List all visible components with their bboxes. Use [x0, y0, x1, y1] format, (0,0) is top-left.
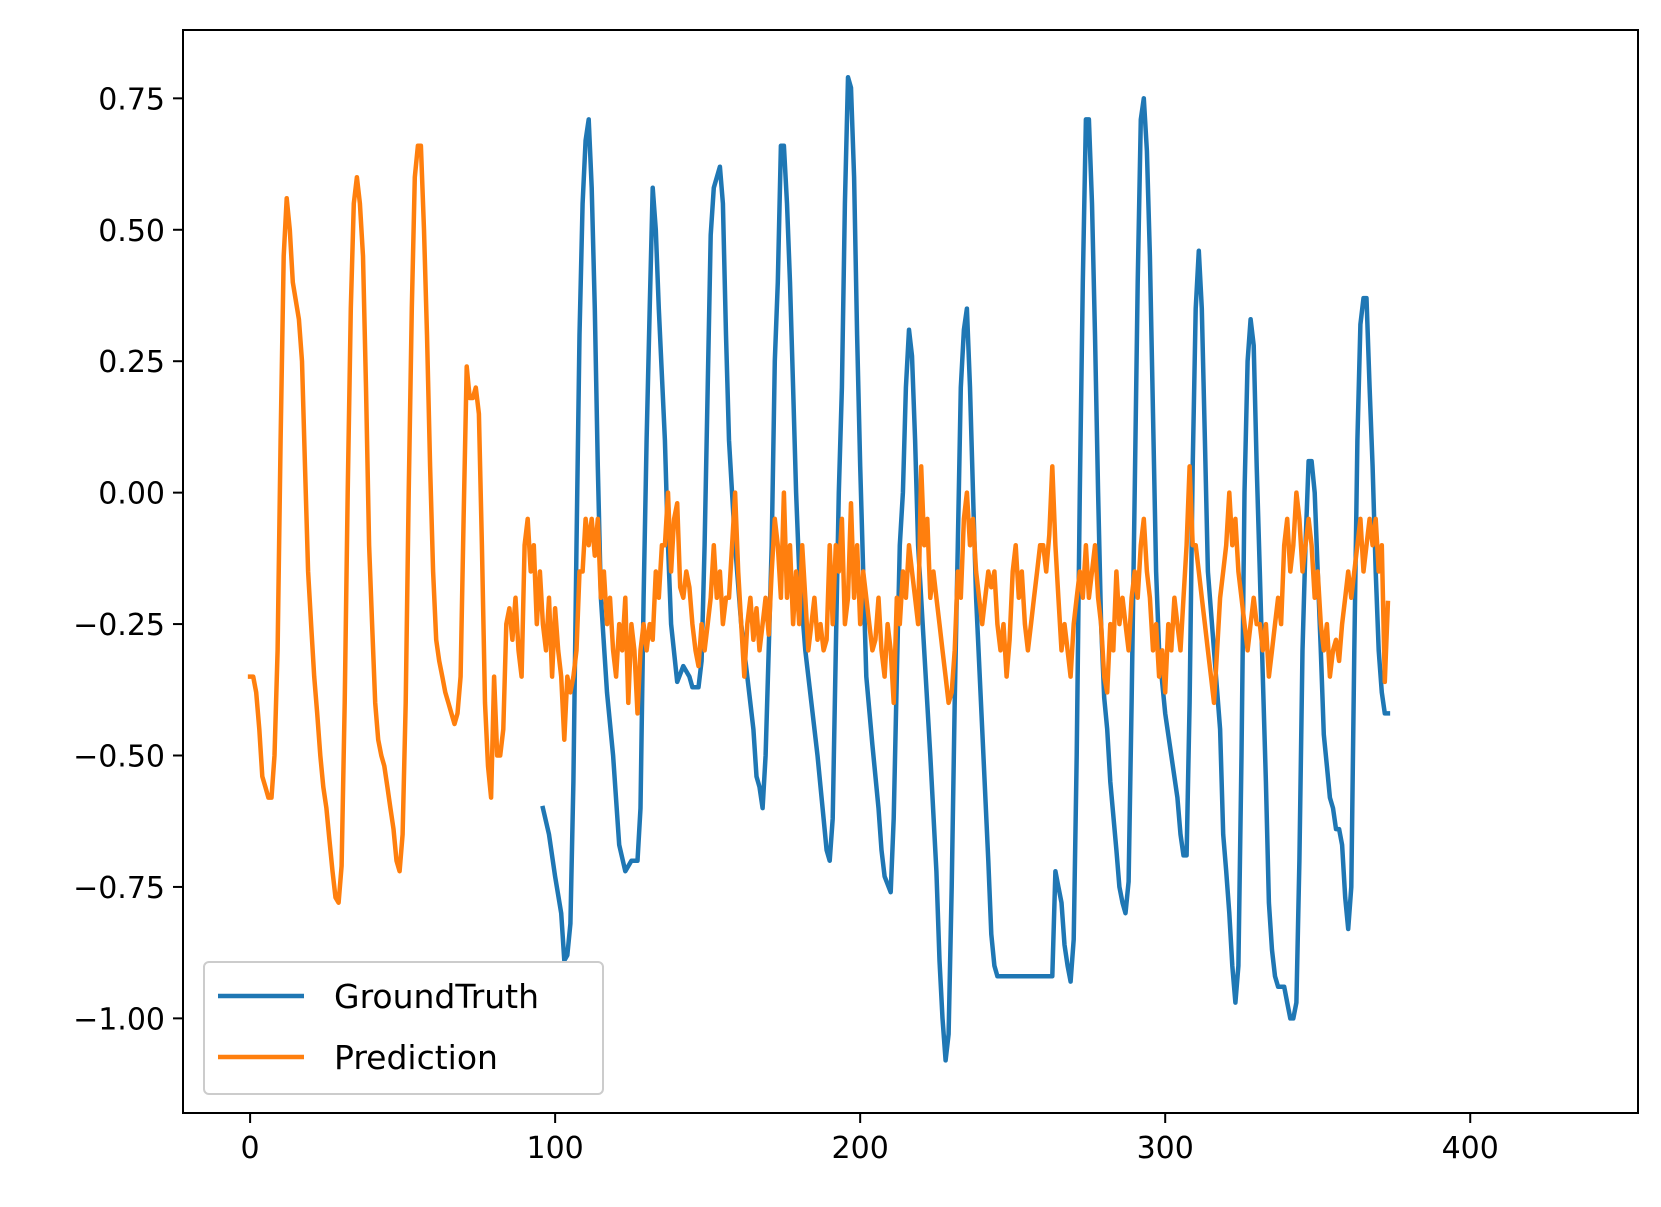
x-axis: 0 100 200 300 400 — [241, 1113, 1499, 1166]
y-tick-label: −1.00 — [73, 1002, 165, 1037]
x-tick-label: 400 — [1442, 1131, 1499, 1166]
x-tick-label: 100 — [527, 1131, 584, 1166]
y-tick-label: −0.50 — [73, 740, 165, 775]
x-tick-label: 0 — [241, 1131, 260, 1166]
axes-frame — [182, 29, 1639, 1114]
series-layer — [247, 75, 1391, 1063]
plot-area — [247, 75, 1391, 1063]
y-tick-label: 0.50 — [98, 214, 165, 249]
legend: GroundTruth Prediction — [203, 961, 604, 1095]
x-tick-label: 200 — [832, 1131, 889, 1166]
y-axis: 0.75 0.50 0.25 0.00 −0.25 −0.50 −0.75 −1.00 — [73, 82, 183, 1037]
legend-label-groundtruth: GroundTruth — [334, 977, 539, 1016]
y-tick-label: 0.75 — [98, 82, 165, 117]
y-tick-label: −0.75 — [73, 871, 165, 906]
y-tick-label: −0.25 — [73, 608, 165, 643]
series-line-prediction — [247, 143, 1391, 905]
y-tick-label: 0.00 — [98, 477, 165, 512]
y-tick-label: 0.25 — [98, 345, 165, 380]
x-tick-label: 300 — [1137, 1131, 1194, 1166]
legend-label-prediction: Prediction — [334, 1038, 498, 1077]
